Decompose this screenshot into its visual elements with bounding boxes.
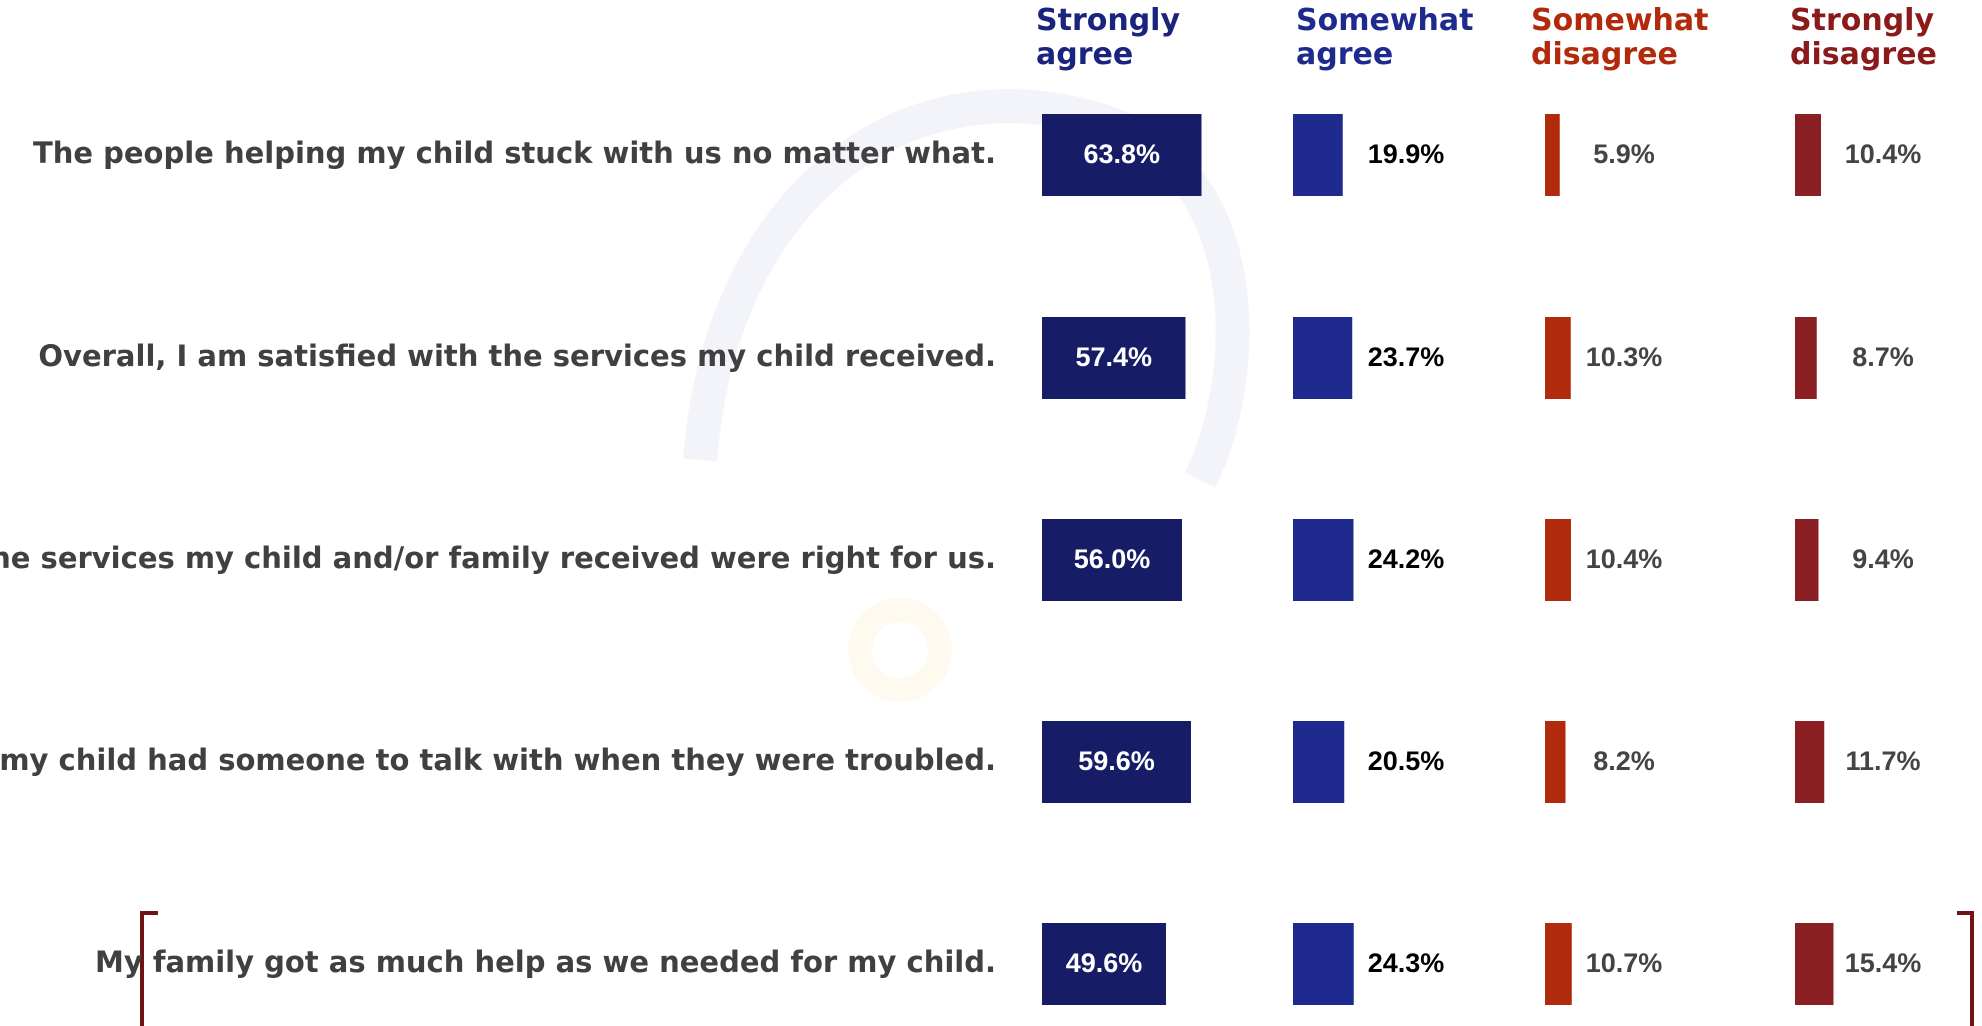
column-header: Somewhat agree: [1296, 3, 1474, 72]
bar: [1545, 721, 1566, 803]
row-label: The services my child and/or family rece…: [0, 541, 996, 575]
bar: [1795, 923, 1834, 1005]
value-label: 9.4%: [1852, 544, 1914, 574]
value-label: 23.7%: [1368, 342, 1445, 372]
value-label: 10.7%: [1586, 948, 1663, 978]
value-label: 5.9%: [1593, 139, 1655, 169]
column-header: Strongly agree: [1036, 3, 1181, 72]
value-label: 57.4%: [1075, 342, 1152, 372]
bar: [1795, 114, 1821, 196]
bar: [1293, 923, 1354, 1005]
value-label: 10.4%: [1586, 544, 1663, 574]
value-label: 10.4%: [1845, 139, 1922, 169]
row-label: The people helping my child stuck with u…: [33, 136, 996, 170]
bar: [1042, 923, 1166, 1005]
bar: [1293, 114, 1343, 196]
column-header: Strongly disagree: [1790, 3, 1937, 72]
bar: [1293, 519, 1354, 601]
value-label: 59.6%: [1078, 746, 1155, 776]
value-label: 10.3%: [1586, 342, 1663, 372]
column-header: Somewhat disagree: [1531, 3, 1709, 72]
value-label: 11.7%: [1845, 746, 1920, 776]
row-label: My family got as much help as we needed …: [95, 945, 996, 979]
bar: [1545, 114, 1560, 196]
bar: [1042, 114, 1202, 196]
bracket: [140, 911, 158, 1026]
value-label: 15.4%: [1845, 948, 1922, 978]
bar: [1545, 317, 1571, 399]
bar: [1795, 317, 1817, 399]
value-label: 56.0%: [1074, 544, 1151, 574]
bar: [1042, 317, 1186, 399]
value-label: 63.8%: [1083, 139, 1160, 169]
bracket: [1957, 911, 1974, 1026]
value-label: 24.3%: [1368, 948, 1445, 978]
row-label: Overall, I am satisfied with the service…: [38, 339, 996, 373]
watermark: [848, 598, 952, 702]
value-label: 8.2%: [1593, 746, 1655, 776]
value-label: 24.2%: [1368, 544, 1445, 574]
bar: [1545, 519, 1571, 601]
value-label: 20.5%: [1368, 746, 1445, 776]
bar: [1795, 721, 1825, 803]
bar: [1795, 519, 1819, 601]
bar: [1042, 519, 1182, 601]
bar: [1293, 721, 1345, 803]
bar: [1545, 923, 1572, 1005]
value-label: 19.9%: [1368, 139, 1445, 169]
bar: [1293, 317, 1353, 399]
row-label: I felt my child had someone to talk with…: [0, 743, 996, 777]
bar: [1042, 721, 1191, 803]
value-label: 49.6%: [1066, 948, 1143, 978]
value-label: 8.7%: [1852, 342, 1914, 372]
